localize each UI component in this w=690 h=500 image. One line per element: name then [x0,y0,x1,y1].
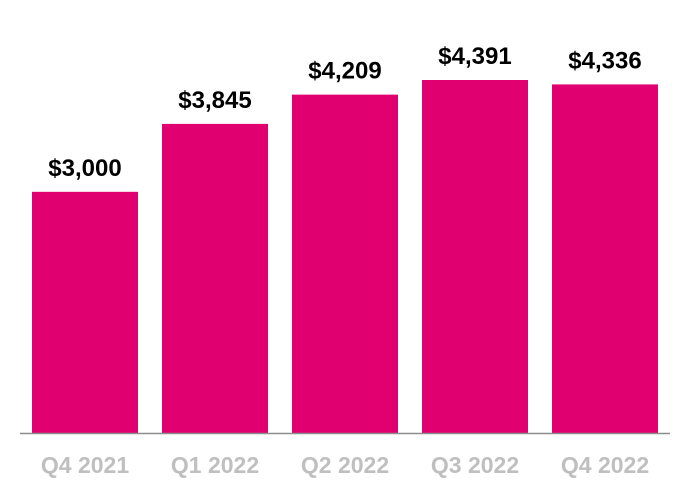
bars-group [32,80,658,434]
data-label-q2-2022: $4,209 [308,58,381,85]
data-label-q4-2022: $4,336 [568,47,641,74]
bar-q4-2021 [32,191,138,433]
bar-q1-2022 [162,123,268,434]
x-tick-labels-group: Q4 2021 Q1 2022 Q2 2022 Q3 2022 Q4 2022 [41,452,649,478]
data-label-q3-2022: $4,391 [438,43,511,70]
data-label-q1-2022: $3,845 [178,87,251,114]
x-tick-label-q1-2022: Q1 2022 [171,452,259,478]
x-tick-label-q2-2022: Q2 2022 [301,452,389,478]
data-label-q4-2021: $3,000 [48,155,121,182]
bar-q2-2022 [292,94,398,434]
bar-q3-2022 [422,80,528,433]
bar-q4-2022 [552,84,658,434]
data-labels-group: $3,000 $3,845 $4,209 $4,391 $4,336 [48,43,641,182]
x-tick-label-q4-2022: Q4 2022 [561,452,649,478]
x-tick-label-q3-2022: Q3 2022 [431,452,519,478]
x-tick-label-q4-2021: Q4 2021 [41,452,129,478]
